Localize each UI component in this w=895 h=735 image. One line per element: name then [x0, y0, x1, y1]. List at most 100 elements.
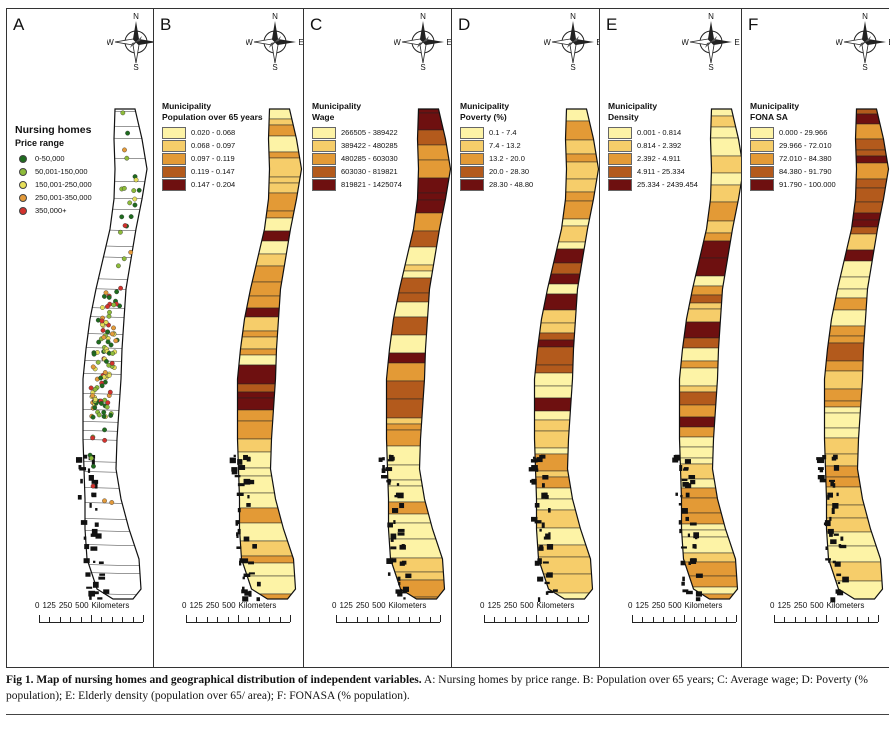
scale-tick	[91, 615, 92, 622]
municipality-region	[534, 397, 599, 412]
legend-swatch	[750, 178, 774, 191]
scale-label: 500	[520, 601, 534, 610]
legend-label: 2.392 - 4.911	[637, 154, 681, 163]
municipality-region	[824, 342, 889, 362]
legend-label: 72.010 - 84.380	[779, 154, 832, 163]
legend-item: 0.814 - 2.392	[608, 139, 698, 152]
legend-item: 13.2 - 20.0	[460, 152, 533, 165]
country-map	[672, 108, 741, 602]
archipelago-islands	[229, 454, 261, 602]
panel-letter: D	[458, 15, 471, 34]
legend-item: 350,000+	[15, 204, 92, 217]
scale-tick	[494, 617, 496, 622]
municipality-region	[679, 457, 741, 465]
municipality-region	[386, 292, 451, 303]
scale-tick	[132, 617, 134, 622]
municipality-region	[237, 575, 302, 595]
panel-letter: B	[160, 15, 172, 34]
nursing-home-point	[125, 130, 131, 136]
scale-label: 125	[777, 601, 791, 610]
municipality-region	[237, 555, 302, 564]
municipality-region	[386, 380, 451, 400]
legend-item: 0.001 - 0.814	[608, 126, 698, 139]
municipality-region	[679, 416, 741, 428]
nursing-home-point	[113, 338, 119, 344]
scale-tick	[59, 617, 61, 622]
scale-tick	[484, 615, 485, 622]
legend-swatch	[162, 139, 186, 152]
municipality-region	[534, 544, 599, 558]
legend-title: Municipality	[460, 101, 510, 111]
nursing-home-point	[99, 318, 105, 324]
scale-tick	[794, 617, 796, 622]
compass-s-label: S	[133, 63, 138, 71]
scale-labels: 0 125 250 500 Kilometers	[628, 601, 725, 610]
nursing-home-point	[96, 412, 102, 418]
nursing-home-point	[99, 401, 104, 406]
legend-item: 0.147 - 0.204	[162, 178, 263, 191]
legend-subtitle: Wage	[312, 112, 335, 122]
legend-label: 350,000+	[35, 206, 67, 215]
municipality-region	[237, 420, 302, 440]
scale-label: 250	[651, 601, 666, 610]
municipality-region	[386, 362, 451, 382]
scale-label: 500	[668, 601, 682, 610]
scale-tick	[388, 615, 389, 622]
scale-label: 0	[628, 601, 633, 610]
legend-label: 150,001-250,000	[35, 180, 92, 189]
municipality-region	[679, 240, 741, 259]
scale-tick	[440, 615, 441, 622]
municipality-region	[824, 476, 889, 488]
scale-tick	[248, 617, 250, 622]
nursing-home-point	[119, 214, 125, 220]
scale-label: 125	[339, 601, 353, 610]
legend-item: 20.0 - 28.30	[460, 165, 533, 178]
legend-item: 0.097 - 0.119	[162, 152, 263, 165]
scale-tick	[367, 617, 369, 622]
compass-rose-icon: N S W E	[682, 13, 740, 71]
legend-item: 250,001-350,000	[15, 191, 92, 204]
country-outline	[82, 108, 148, 600]
municipality-region	[237, 475, 302, 494]
municipality-region	[237, 467, 302, 477]
municipality-region	[679, 285, 741, 296]
municipality-region	[386, 316, 451, 336]
compass-rose-icon: N S W E	[246, 13, 303, 71]
legend-item: 50,001-150,000	[15, 165, 92, 178]
nursing-home-point	[103, 290, 109, 296]
legend-subtitle: Poverty (%)	[460, 112, 507, 122]
municipality-region	[237, 383, 302, 393]
scale-label: 125	[42, 601, 56, 610]
municipality-region	[534, 200, 599, 220]
scale-label: 125	[189, 601, 203, 610]
municipality-region	[824, 561, 889, 582]
municipality-region	[534, 339, 599, 348]
legend-label: 819821 - 1425074	[341, 180, 402, 189]
scale-tick	[39, 615, 40, 622]
archipelago-islands	[816, 454, 849, 603]
scale-tick	[101, 617, 103, 622]
municipality-region	[386, 522, 451, 540]
compass-n-label: N	[862, 13, 868, 21]
compass-w-label: W	[682, 38, 689, 47]
map-legend: Nursing homes Price range 0-50,000 50,001-1…	[15, 124, 92, 217]
scale-labels: 0 125 250 500 Kilometers	[332, 601, 429, 610]
scale-bar: 0 125 250 500 Kilometers	[332, 601, 451, 631]
nursing-home-point	[122, 223, 128, 229]
nursing-home-point	[96, 339, 102, 345]
municipality-region	[386, 429, 451, 447]
compass-n-label: N	[272, 13, 278, 21]
nursing-home-point	[131, 188, 137, 193]
scale-tick	[784, 617, 786, 622]
municipality-region	[824, 212, 889, 221]
legend-title: Municipality	[750, 101, 800, 111]
municipality-region	[386, 352, 451, 364]
legend-item: 72.010 - 84.380	[750, 152, 836, 165]
nursing-home-point	[121, 185, 127, 191]
scale-tick	[80, 617, 82, 622]
municipality-region	[534, 293, 599, 311]
nursing-home-point	[91, 463, 96, 469]
legend-swatch	[312, 152, 336, 165]
legend-label: 13.2 - 20.0	[489, 154, 525, 163]
legend-item: 150,001-250,000	[15, 178, 92, 191]
